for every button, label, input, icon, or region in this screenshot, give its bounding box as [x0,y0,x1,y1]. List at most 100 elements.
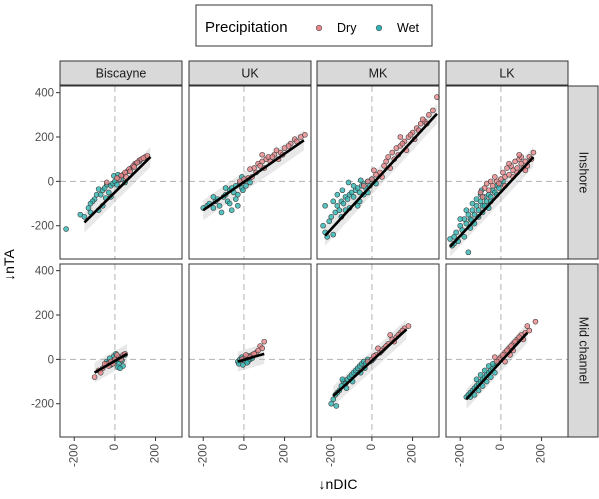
data-point-dry [247,166,253,172]
data-point-dry [360,183,367,189]
regression-line [465,331,529,401]
y-tick-label: 0 [48,176,54,188]
data-point-wet [228,207,235,214]
legend-box [195,4,433,47]
data-point-dry [516,151,523,158]
data-point-wet [345,179,352,186]
data-point-wet [457,222,464,229]
data-point-wet [334,202,341,209]
panel-background [189,86,311,259]
data-point-wet [97,191,104,198]
data-point-wet [350,194,357,200]
legend-label-wet: Wet [397,21,420,35]
data-point-wet [330,396,337,403]
y-axis-title: ↓nTA [1,249,17,281]
data-point-wet [114,181,120,188]
data-point-dry [371,167,377,174]
data-point-wet [210,205,217,211]
data-point-dry [383,158,389,165]
regression-line [449,156,535,248]
y-tick-label: 400 [35,266,54,278]
strip-col-lk [445,60,569,86]
legend-title: Precipitation [205,19,288,36]
panel-border [445,263,569,438]
data-point-dry [387,332,394,338]
data-point-wet [336,207,343,214]
data-point-wet [477,372,484,378]
data-point-wet [339,187,346,194]
data-point-dry [526,327,533,334]
strip-col-biscayne [59,60,183,86]
data-point-wet [481,367,488,374]
panel-background [60,86,182,259]
y-tick-label: 0 [48,354,54,366]
data-point-wet [322,202,328,209]
panel-border [188,263,312,438]
data-point-dry [487,178,494,185]
data-point-dry [273,147,280,154]
data-point-wet [235,191,241,198]
x-tick-label: 200 [150,444,162,463]
data-point-wet [473,376,480,383]
data-point-dry [407,131,414,138]
data-point-wet [326,218,333,225]
panel-border [316,85,440,260]
data-point-dry [489,183,496,189]
data-point-wet [216,202,223,209]
x-tick-label: -200 [197,444,209,467]
panel-biscayne-mid-channel [59,263,183,438]
data-point-wet [354,202,361,209]
data-point-dry [524,323,531,329]
legend-key-wet [375,24,383,32]
y-tick-label: 400 [35,88,54,100]
strip-col-label: MK [369,67,388,81]
panel-border [59,85,183,260]
strip-col-label: Biscayne [96,67,147,81]
x-tick-label: 0 [109,444,121,450]
data-point-wet [463,220,470,227]
data-point-dry [479,194,486,200]
data-point-wet [457,216,464,222]
panel-lk-inshore [445,85,569,260]
data-point-dry [302,131,308,138]
data-point-dry [243,352,249,358]
data-point-dry [500,169,506,176]
data-point-wet [330,198,337,205]
regression-line [202,139,305,212]
data-point-dry [397,134,404,140]
data-point-wet [334,191,341,198]
data-point-wet [240,362,246,368]
panel-border [445,85,569,260]
regression-line [237,352,265,363]
data-point-dry [532,318,539,325]
data-point-dry [426,112,432,118]
y-tick-label: 200 [35,310,54,322]
data-point-dry [285,143,292,149]
panel-border [188,85,312,260]
data-point-wet [63,226,69,232]
data-point-wet [81,214,88,220]
data-point-wet [235,202,241,209]
data-point-dry [399,140,406,147]
x-tick-label: -200 [325,444,337,467]
legend: Precipitation Dry Wet [195,4,433,47]
data-point-dry [385,154,391,160]
data-point-wet [340,200,347,207]
data-point-wet [226,200,233,207]
y-tick-label: 200 [35,132,54,144]
data-point-wet [117,365,123,372]
data-point-dry [131,164,138,170]
data-point-wet [465,249,472,256]
data-point-dry [405,323,412,329]
data-point-dry [481,185,488,191]
data-point-dry [259,345,266,352]
data-point-dry [103,179,110,186]
data-point-wet [232,196,239,202]
data-point-dry [259,151,266,158]
legend-key-dry [315,24,323,32]
panel-background [60,264,182,437]
x-tick-label: 200 [407,444,419,463]
data-point-dry [365,178,371,185]
data-point-dry [373,171,379,178]
